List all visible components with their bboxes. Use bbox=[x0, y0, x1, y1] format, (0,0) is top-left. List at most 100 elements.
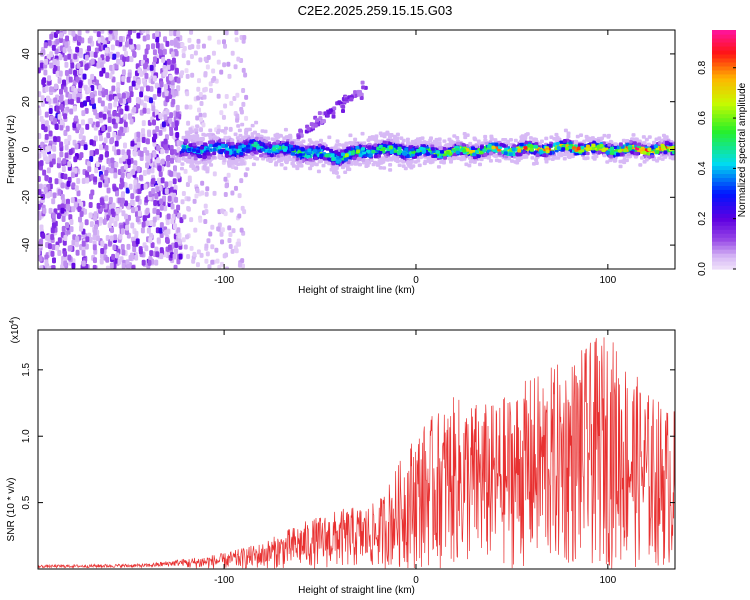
colorbar-tick-label: 0.4 bbox=[697, 161, 708, 175]
heatmap-cell bbox=[63, 234, 68, 241]
heatmap-cell bbox=[104, 47, 109, 54]
heatmap-cell bbox=[112, 244, 117, 251]
heatmap-cell bbox=[50, 227, 55, 234]
heatmap-cell bbox=[672, 150, 675, 155]
heatmap-cell bbox=[171, 242, 176, 249]
heatmap-cell bbox=[75, 249, 80, 256]
heatmap-cell bbox=[46, 167, 51, 174]
heatmap-cell bbox=[499, 142, 504, 147]
heatmap-cell bbox=[442, 139, 447, 143]
heatmap-cell bbox=[141, 120, 146, 127]
heatmap-cell bbox=[298, 159, 303, 164]
heatmap-cell bbox=[155, 208, 160, 215]
heatmap-cell bbox=[237, 213, 242, 219]
heatmap-cell bbox=[399, 158, 404, 163]
heatmap-cell bbox=[152, 75, 157, 82]
heatmap-cell bbox=[177, 156, 182, 163]
heatmap-cell bbox=[391, 155, 396, 159]
heatmap-cell bbox=[125, 55, 130, 62]
heatmap-cell bbox=[153, 133, 158, 140]
heatmap-cell bbox=[327, 110, 332, 115]
heatmap-cell bbox=[67, 161, 72, 168]
heatmap-cell bbox=[610, 150, 615, 154]
heatmap-cell bbox=[61, 216, 66, 223]
heatmap-cell bbox=[111, 118, 116, 125]
heatmap-cell bbox=[149, 85, 154, 92]
colorbar-segment bbox=[712, 201, 736, 206]
heatmap-cell bbox=[198, 91, 203, 97]
heatmap-cell bbox=[217, 142, 222, 146]
heatmap-cell bbox=[579, 133, 584, 137]
heatmap-cell bbox=[63, 130, 68, 137]
heatmap-cell bbox=[367, 146, 372, 150]
heatmap-cell bbox=[129, 43, 134, 50]
heatmap-cell bbox=[59, 32, 64, 39]
heatmap-cell bbox=[135, 238, 140, 245]
heatmap-cell bbox=[327, 135, 332, 140]
heatmap-cell bbox=[145, 162, 150, 169]
heatmap-cell bbox=[98, 117, 103, 124]
colorbar-segment bbox=[712, 93, 736, 99]
heatmap-cell bbox=[134, 230, 139, 237]
heatmap-cell bbox=[123, 113, 128, 120]
heatmap-cell bbox=[113, 172, 118, 179]
heatmap-cell bbox=[41, 123, 46, 130]
heatmap-cell bbox=[122, 97, 127, 104]
heatmap-cell bbox=[634, 137, 639, 142]
heatmap-cell bbox=[199, 252, 204, 258]
heatmap-cell bbox=[316, 169, 321, 174]
heatmap-cell bbox=[72, 105, 77, 112]
heatmap-cell bbox=[283, 127, 288, 132]
heatmap-cell bbox=[148, 237, 153, 244]
heatmap-cell bbox=[357, 157, 362, 162]
heatmap-cell bbox=[47, 39, 52, 46]
heatmap-cell bbox=[181, 190, 186, 196]
heatmap-cell bbox=[104, 89, 109, 96]
heatmap-cell bbox=[68, 93, 73, 100]
colorbar-segment bbox=[712, 69, 736, 75]
heatmap-cell bbox=[371, 146, 376, 150]
heatmap-cell bbox=[76, 97, 81, 104]
heatmap-cell bbox=[141, 30, 146, 34]
heatmap-cell bbox=[378, 150, 383, 155]
heatmap-cell bbox=[239, 227, 244, 233]
heatmap-cell bbox=[234, 30, 239, 36]
heatmap-cell bbox=[164, 237, 169, 244]
heatmap-cell bbox=[101, 165, 106, 172]
heatmap-cell bbox=[57, 249, 62, 256]
heatmap-cell bbox=[617, 149, 622, 154]
colorbar-segment bbox=[712, 33, 736, 39]
heatmap-cell bbox=[73, 156, 78, 163]
heatmap-cell bbox=[334, 171, 339, 175]
colorbar-segment bbox=[712, 181, 736, 186]
heatmap-cell bbox=[322, 119, 327, 124]
heatmap-cell bbox=[349, 97, 354, 102]
heatmap-cell bbox=[171, 57, 176, 64]
heatmap-cell bbox=[194, 128, 199, 132]
heatmap-cell bbox=[313, 149, 318, 153]
heatmap-cell bbox=[102, 218, 107, 225]
heatmap-cell bbox=[224, 183, 229, 189]
heatmap-cell bbox=[115, 116, 120, 123]
heatmap-cell bbox=[325, 147, 330, 151]
heatmap-cell bbox=[123, 200, 128, 207]
heatmap-cell bbox=[174, 120, 179, 127]
heatmap-cell bbox=[103, 106, 108, 113]
heatmap-cell bbox=[409, 165, 414, 170]
heatmap-cell bbox=[234, 144, 239, 149]
heatmap-cell bbox=[647, 147, 652, 152]
heatmap-cell bbox=[166, 213, 171, 220]
heatmap-cell bbox=[144, 196, 149, 203]
heatmap-cell bbox=[160, 158, 165, 165]
heatmap-cell bbox=[664, 140, 669, 145]
heatmap-cell bbox=[641, 148, 646, 152]
heatmap-cell bbox=[254, 120, 259, 125]
heatmap-cell bbox=[269, 153, 274, 157]
heatmap-cell bbox=[56, 213, 61, 220]
colorbar-segment bbox=[712, 245, 736, 250]
heatmap-cell bbox=[145, 30, 150, 35]
heatmap-cell bbox=[40, 100, 45, 107]
heatmap-cell bbox=[464, 162, 469, 167]
heatmap-cell bbox=[503, 138, 508, 142]
heatmap-cell bbox=[241, 38, 246, 44]
